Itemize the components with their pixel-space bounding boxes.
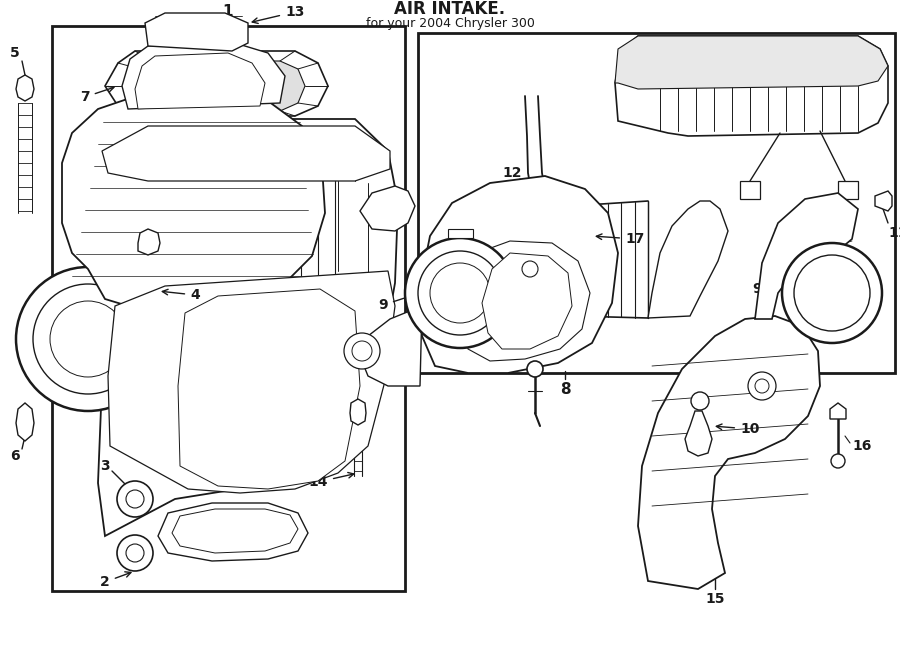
- Circle shape: [344, 333, 380, 369]
- Polygon shape: [16, 75, 34, 101]
- Circle shape: [831, 454, 845, 468]
- Text: 14: 14: [309, 473, 354, 489]
- Polygon shape: [16, 403, 34, 441]
- Circle shape: [126, 544, 144, 562]
- Bar: [418, 33, 895, 373]
- Text: 13: 13: [252, 5, 304, 23]
- Polygon shape: [838, 181, 858, 199]
- Text: 12: 12: [502, 166, 522, 180]
- Polygon shape: [448, 229, 473, 238]
- Circle shape: [755, 379, 769, 393]
- Polygon shape: [740, 181, 760, 199]
- Text: 17: 17: [597, 232, 644, 246]
- Polygon shape: [755, 193, 858, 319]
- Circle shape: [117, 481, 153, 517]
- Text: for your 2004 Chrysler 300: for your 2004 Chrysler 300: [365, 17, 535, 30]
- Circle shape: [16, 267, 160, 411]
- Polygon shape: [98, 119, 398, 536]
- Polygon shape: [875, 191, 892, 211]
- Text: 5: 5: [10, 46, 20, 60]
- Circle shape: [691, 392, 709, 410]
- Polygon shape: [108, 271, 395, 493]
- Text: 9: 9: [752, 282, 788, 296]
- Circle shape: [782, 243, 882, 343]
- Polygon shape: [648, 201, 728, 318]
- Polygon shape: [145, 13, 248, 51]
- Circle shape: [430, 263, 490, 323]
- Text: 6: 6: [10, 449, 20, 463]
- Text: 1: 1: [223, 3, 233, 19]
- Polygon shape: [138, 229, 160, 255]
- Polygon shape: [420, 176, 618, 373]
- Polygon shape: [462, 241, 590, 361]
- Text: 11: 11: [888, 226, 900, 240]
- Text: 16: 16: [852, 439, 871, 453]
- Text: 15: 15: [706, 592, 724, 606]
- Polygon shape: [172, 509, 298, 553]
- Text: 9: 9: [378, 293, 416, 312]
- Text: 7: 7: [80, 87, 114, 104]
- Text: 8: 8: [560, 381, 571, 397]
- Polygon shape: [615, 36, 888, 136]
- Text: 10: 10: [716, 422, 760, 436]
- Circle shape: [522, 261, 538, 277]
- Polygon shape: [482, 253, 572, 349]
- Text: 2: 2: [100, 572, 130, 589]
- Polygon shape: [638, 316, 820, 589]
- Polygon shape: [178, 289, 360, 489]
- Circle shape: [117, 535, 153, 571]
- Circle shape: [126, 490, 144, 508]
- Polygon shape: [158, 503, 308, 561]
- Polygon shape: [615, 36, 888, 89]
- Polygon shape: [105, 51, 328, 116]
- Circle shape: [50, 301, 126, 377]
- Circle shape: [748, 372, 776, 400]
- Polygon shape: [360, 186, 415, 231]
- Circle shape: [405, 238, 515, 348]
- Text: 3: 3: [100, 459, 110, 473]
- Polygon shape: [102, 126, 390, 181]
- Bar: [52, 26, 405, 591]
- Text: 4: 4: [162, 288, 200, 302]
- Circle shape: [794, 255, 870, 331]
- Polygon shape: [122, 43, 285, 109]
- Circle shape: [17, 415, 33, 431]
- Polygon shape: [62, 89, 325, 311]
- Circle shape: [521, 313, 533, 325]
- Circle shape: [527, 361, 543, 377]
- Polygon shape: [350, 399, 366, 425]
- Circle shape: [33, 284, 143, 394]
- Polygon shape: [360, 306, 422, 386]
- Polygon shape: [685, 411, 712, 456]
- Circle shape: [352, 341, 372, 361]
- Polygon shape: [135, 53, 265, 109]
- Polygon shape: [830, 403, 846, 419]
- Polygon shape: [130, 61, 305, 111]
- Text: AIR INTAKE.: AIR INTAKE.: [394, 0, 506, 18]
- Circle shape: [418, 251, 502, 335]
